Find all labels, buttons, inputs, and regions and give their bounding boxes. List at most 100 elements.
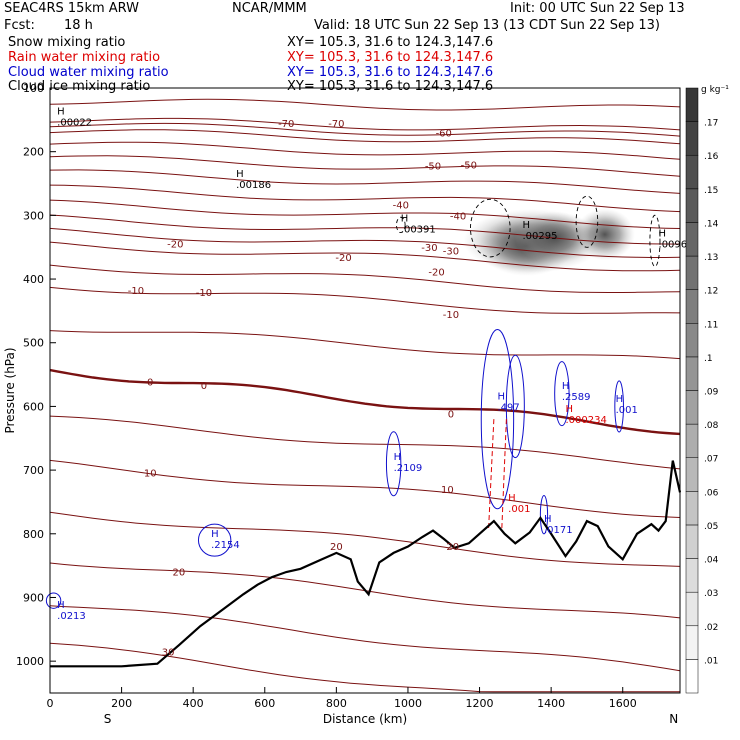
maximum-h: H (394, 452, 402, 463)
colorbar-label: .01 (704, 656, 718, 666)
colorbar-label: .02 (704, 623, 718, 633)
colorbar-label: .05 (704, 522, 718, 532)
colorbar-label: .11 (704, 320, 718, 330)
maximum-marker: H.001 (616, 394, 638, 416)
isotherm--10 (49, 286, 681, 314)
isotherm--30 (49, 214, 681, 245)
colorbar-bin (685, 121, 699, 156)
north-label: N (669, 712, 678, 726)
isotherm-5 (49, 415, 681, 470)
isotherm-label: -50 (461, 160, 477, 171)
temperature-contours (49, 98, 681, 693)
cloud-water-contour-2 (554, 361, 570, 427)
axes: 0 200 400 600 800 1000 1200 1400 160010020030040… (3, 82, 678, 726)
isotherm-label: -70 (328, 119, 344, 130)
maximum-value: .0213 (57, 611, 86, 622)
cloud-water-contour-5 (539, 494, 549, 535)
colorbar-bin (685, 491, 699, 526)
field-xy-cloud-ice: XY= 105.3, 31.6 to 124.3,147.6 (287, 79, 494, 94)
ice-contour-2 (649, 214, 661, 267)
isotherm--5 (49, 330, 681, 360)
maximum-value: .497 (497, 402, 519, 413)
y-axis-title: Pressure (hPa) (3, 347, 17, 433)
colorbar-bin (685, 222, 699, 257)
rain-contour (487, 419, 507, 531)
y-tick-label: 700 (23, 464, 44, 477)
isotherm-label: 0 (147, 378, 153, 389)
field-xy-snow: XY= 105.3, 31.6 to 124.3,147.6 (287, 35, 494, 50)
colorbar-bin (685, 323, 699, 358)
isotherm--70 (49, 117, 681, 131)
colorbar-bin (685, 558, 699, 593)
maximum-h: H (211, 529, 219, 540)
x-tick-label: 1400 (537, 697, 565, 710)
ice-contour-0 (470, 198, 511, 258)
maximum-h: H (508, 493, 516, 504)
x-tick-label: 1600 (609, 697, 637, 710)
maximum-value: .000234 (565, 415, 606, 426)
colorbar-bin (685, 289, 699, 324)
colorbar-label: .08 (704, 421, 719, 431)
maximum-value: .00186 (236, 180, 271, 191)
rain-water-contours (487, 419, 507, 531)
isotherm-15 (49, 511, 681, 567)
snow-shading (463, 208, 635, 276)
isotherm-label: -40 (450, 211, 466, 222)
isotherm--65 (49, 122, 681, 137)
isotherm-label: -10 (443, 310, 459, 321)
isotherm--35 (49, 199, 681, 229)
maximum-h: H (565, 404, 573, 415)
cloud-water-contour-0 (480, 329, 515, 510)
maximum-h: H (523, 220, 531, 231)
colorbar-label: .04 (704, 556, 719, 566)
isotherm-label: 20 (172, 567, 185, 578)
contour-labels: -70 -70 -60 -50 -50 -40 -40 -30 -30 -20 -20 -20 -10 -… (128, 119, 477, 659)
isotherm-label: -40 (393, 201, 409, 212)
maximum-marker: H.2589 (562, 381, 591, 403)
field-xy-rain: XY= 105.3, 31.6 to 124.3,147.6 (287, 50, 494, 65)
maximum-marker: H.497 (497, 391, 519, 413)
isotherm-label: 10 (441, 485, 454, 496)
isotherm-label: -10 (128, 286, 144, 297)
isotherm-label: 10 (144, 469, 157, 480)
isotherm-label: 30 (162, 648, 175, 659)
colorbar-bin (685, 625, 699, 660)
isotherm--60 (49, 129, 681, 145)
isotherm-0 (49, 368, 681, 436)
colorbar-label: .14 (704, 219, 719, 229)
isotherm-10 (49, 459, 681, 518)
colorbar-bin (685, 524, 699, 559)
colorbar-bin (685, 423, 699, 458)
colorbar-bin (685, 356, 699, 391)
colorbar-label: .12 (704, 287, 718, 297)
x-tick-label: 1200 (466, 697, 494, 710)
isotherm-label: 0 (201, 381, 207, 392)
isotherm--20 (49, 241, 681, 272)
maximum-value: .001 (508, 504, 530, 515)
isotherm-label: -30 (421, 243, 437, 254)
isotherm-label: 20 (446, 542, 459, 553)
maximum-value: .00391 (401, 225, 436, 236)
maximum-h: H (616, 394, 624, 405)
maximum-value: .00964 (659, 239, 694, 250)
isotherm--25 (49, 227, 681, 258)
y-tick-label: 300 (23, 209, 44, 222)
isotherm-label: -60 (436, 129, 452, 140)
terrain (50, 460, 682, 668)
maximum-value: .2154 (211, 540, 240, 551)
colorbar-label: .06 (704, 488, 719, 498)
colorbar-bin (685, 255, 699, 290)
maximum-h: H (401, 214, 409, 225)
cloud-water-contour-3 (614, 380, 624, 433)
terrain-line (50, 460, 682, 668)
maximum-value: .2109 (394, 463, 423, 474)
organization: NCAR/MMM (232, 1, 307, 16)
maximum-marker: H.2109 (394, 452, 423, 474)
maximum-marker: H.0213 (57, 600, 86, 622)
colorbar-label: .09 (704, 388, 719, 398)
maximum-h: H (659, 228, 667, 239)
maximum-marker: H.00391 (401, 214, 436, 236)
isotherm--45 (49, 169, 681, 194)
y-tick-label: 200 (23, 146, 44, 159)
